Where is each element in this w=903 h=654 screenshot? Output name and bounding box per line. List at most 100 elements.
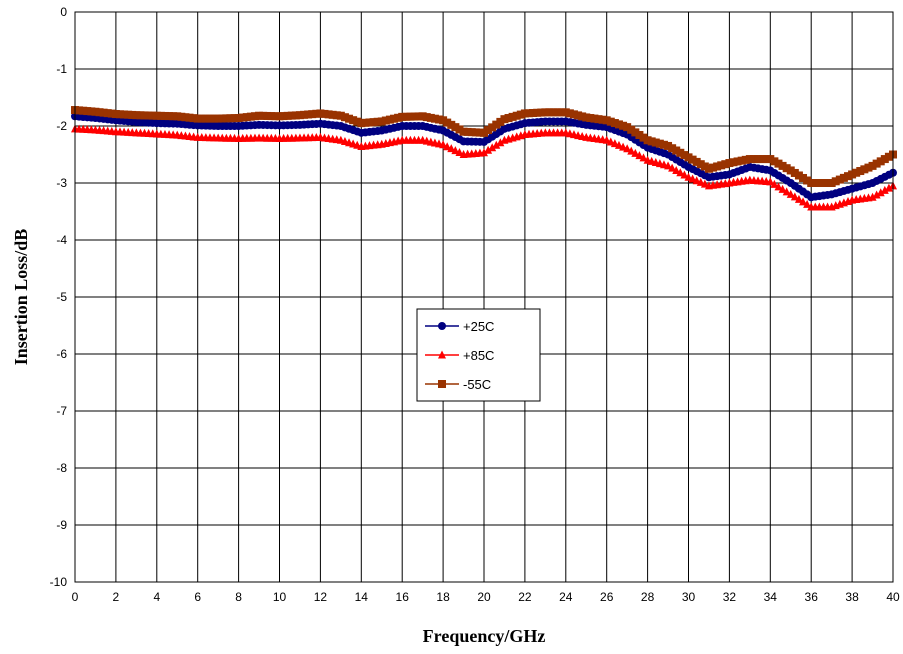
x-tick-label: 34 — [764, 590, 778, 604]
data-point — [381, 116, 390, 125]
data-point — [226, 114, 235, 123]
data-point — [799, 173, 808, 182]
data-point — [410, 112, 419, 121]
x-tick-label: 0 — [72, 590, 79, 604]
legend-label: +25C — [463, 319, 494, 334]
data-point — [488, 123, 497, 132]
x-tick-label: 12 — [314, 590, 328, 604]
data-point — [766, 177, 775, 186]
data-point — [439, 116, 448, 125]
data-point — [295, 111, 304, 120]
data-point — [496, 117, 505, 126]
data-point — [880, 155, 889, 164]
data-point — [508, 112, 517, 121]
data-point — [803, 199, 812, 208]
data-point — [439, 140, 448, 149]
data-point — [218, 114, 227, 123]
x-tick-label: 36 — [805, 590, 819, 604]
data-point — [839, 173, 848, 182]
data-point — [778, 161, 787, 170]
data-point — [189, 114, 198, 123]
data-point — [844, 172, 853, 181]
data-point — [234, 114, 243, 123]
data-point — [83, 107, 92, 116]
data-point — [320, 109, 329, 118]
data-point — [140, 111, 149, 120]
data-point — [725, 159, 734, 168]
data-point — [443, 142, 452, 151]
data-point — [610, 119, 619, 128]
data-point — [475, 128, 484, 137]
data-point — [447, 144, 456, 153]
data-point — [876, 188, 885, 197]
data-point — [884, 183, 893, 192]
data-point — [848, 170, 857, 179]
data-point — [304, 110, 313, 119]
data-point — [185, 113, 194, 122]
data-point — [414, 112, 423, 121]
data-point — [782, 187, 791, 196]
grid — [74, 11, 894, 583]
data-point — [619, 121, 628, 130]
data-point — [856, 167, 865, 176]
data-point — [447, 120, 456, 129]
series-1 — [71, 112, 897, 202]
data-point — [692, 157, 701, 166]
data-point — [713, 162, 722, 171]
data-point — [684, 153, 693, 162]
data-point — [565, 109, 574, 118]
data-point — [786, 166, 795, 175]
data-point — [230, 114, 239, 123]
data-point — [492, 140, 501, 149]
x-tick-label: 16 — [396, 590, 410, 604]
data-point — [627, 125, 636, 134]
data-point — [402, 112, 411, 121]
data-point — [152, 111, 161, 120]
data-point — [160, 111, 169, 120]
data-point — [790, 192, 799, 201]
series-2 — [71, 124, 897, 211]
data-point — [631, 128, 640, 137]
data-point — [672, 146, 681, 155]
data-point — [676, 168, 685, 177]
data-point — [345, 114, 354, 123]
data-point — [647, 137, 656, 146]
data-point — [455, 148, 464, 157]
data-point — [95, 108, 104, 117]
x-tick-label: 28 — [641, 590, 655, 604]
data-point — [590, 114, 599, 123]
data-point — [516, 110, 525, 119]
data-point — [177, 112, 186, 121]
data-point — [480, 148, 488, 157]
data-point — [242, 113, 251, 122]
data-point — [639, 153, 648, 162]
x-axis-title: Frequency/GHz — [423, 626, 546, 646]
data-point — [398, 112, 407, 121]
data-point — [766, 155, 775, 164]
data-point — [148, 111, 157, 120]
data-point — [553, 108, 562, 117]
y-tick-label: -4 — [56, 233, 67, 247]
data-point — [668, 163, 677, 172]
data-point — [680, 151, 689, 160]
x-tick-label: 26 — [600, 590, 614, 604]
data-point — [704, 164, 713, 173]
data-point — [737, 156, 746, 165]
data-point — [484, 126, 493, 135]
data-point — [238, 113, 247, 122]
data-point — [729, 158, 738, 167]
data-point — [210, 114, 219, 123]
data-point — [794, 171, 803, 180]
data-point — [504, 114, 513, 123]
data-point — [467, 128, 476, 137]
data-point — [635, 151, 644, 160]
data-point — [283, 111, 292, 120]
data-point — [868, 192, 877, 201]
data-point — [758, 155, 767, 164]
y-tick-label: -8 — [56, 461, 67, 475]
data-point — [500, 115, 509, 124]
data-point — [578, 112, 587, 121]
x-tick-label: 24 — [559, 590, 573, 604]
data-point — [246, 112, 255, 121]
